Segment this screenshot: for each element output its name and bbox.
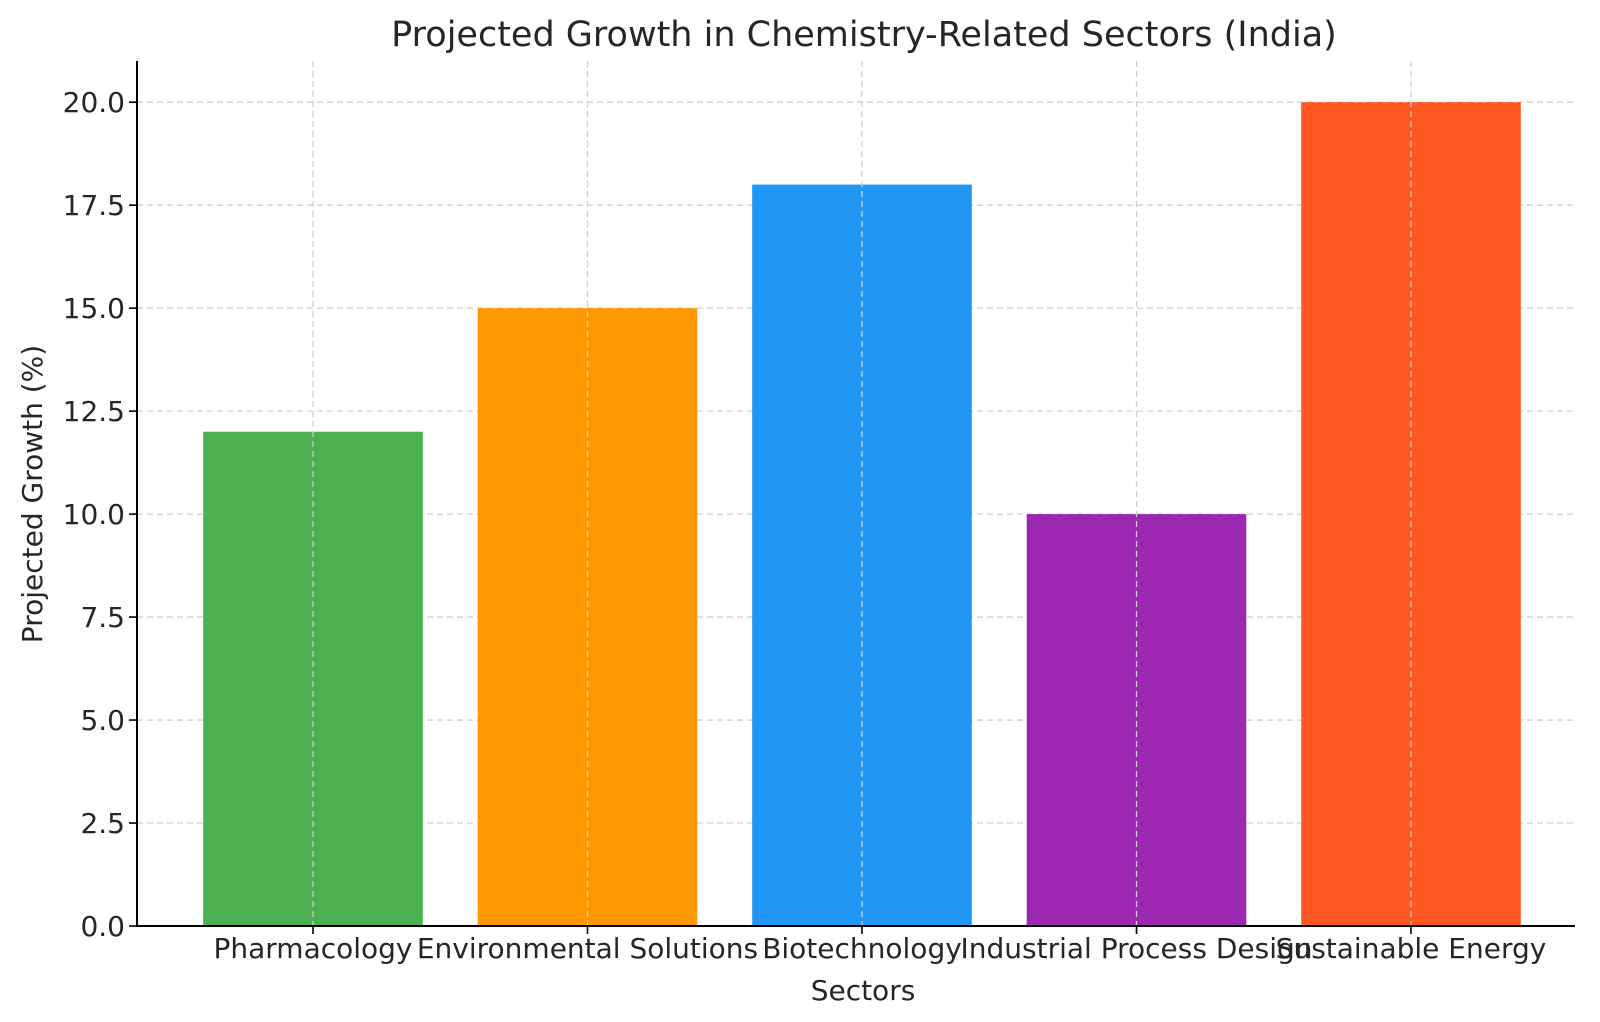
tick-layer: 0.0 2.5 5.0 7.5 10.0 12.5 15.0 17.5 20.0 Pharmaco… xyxy=(63,86,1547,965)
y-tick-label: 0.0 xyxy=(80,910,125,943)
y-tick-label: 12.5 xyxy=(63,395,125,428)
x-tick-label: Biotechnology xyxy=(762,932,962,965)
y-tick-label: 15.0 xyxy=(63,292,125,325)
x-tick-label: Environmental Solutions xyxy=(417,932,758,965)
y-tick-label: 7.5 xyxy=(80,601,125,634)
x-tick-label: Industrial Process Design xyxy=(960,932,1312,965)
y-tick-label: 20.0 xyxy=(63,86,125,119)
y-tick-label: 2.5 xyxy=(80,807,125,840)
y-tick-label: 17.5 xyxy=(63,189,125,222)
chart-title: Projected Growth in Chemistry-Related Se… xyxy=(391,15,1337,55)
x-axis-label: Sectors xyxy=(811,974,916,1007)
y-axis-label: Projected Growth (%) xyxy=(16,345,49,643)
x-tick-label: Pharmacology xyxy=(213,932,412,965)
y-tick-label: 10.0 xyxy=(63,498,125,531)
y-tick-label: 5.0 xyxy=(80,704,125,737)
x-grid-layer xyxy=(312,61,1412,926)
x-tick-label: Sustainable Energy xyxy=(1276,932,1547,965)
